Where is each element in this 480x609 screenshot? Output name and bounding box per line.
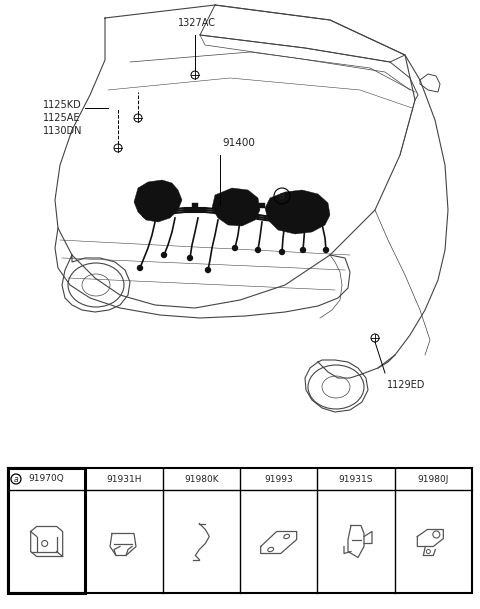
Text: 91931H: 91931H: [106, 474, 142, 484]
Circle shape: [324, 247, 328, 253]
Bar: [295, 203, 301, 208]
Bar: [8, 468, 472, 593]
Circle shape: [255, 247, 261, 253]
Circle shape: [188, 256, 192, 261]
Circle shape: [279, 250, 285, 255]
Bar: [159, 205, 165, 211]
Text: 91970Q: 91970Q: [29, 474, 64, 484]
Circle shape: [143, 213, 147, 217]
Polygon shape: [265, 190, 330, 234]
Text: 91993: 91993: [264, 474, 293, 484]
Circle shape: [232, 245, 238, 250]
Text: 1125KD
1125AE
1130DN: 1125KD 1125AE 1130DN: [43, 100, 82, 136]
Text: 91980J: 91980J: [418, 474, 449, 484]
Text: 91931S: 91931S: [339, 474, 373, 484]
Text: 1129ED: 1129ED: [387, 380, 425, 390]
Bar: [259, 203, 265, 208]
Circle shape: [137, 266, 143, 270]
Text: 1327AC: 1327AC: [178, 18, 216, 28]
Circle shape: [320, 219, 324, 225]
Text: 91980K: 91980K: [184, 474, 219, 484]
Circle shape: [161, 253, 167, 258]
Text: a: a: [14, 474, 18, 484]
Polygon shape: [212, 188, 260, 226]
Bar: [192, 203, 198, 208]
Circle shape: [205, 267, 211, 272]
Text: 91400: 91400: [222, 138, 255, 148]
Bar: [225, 202, 231, 206]
Polygon shape: [134, 180, 182, 222]
Circle shape: [300, 247, 305, 253]
Bar: [8, 468, 85, 593]
Text: a: a: [279, 191, 285, 201]
